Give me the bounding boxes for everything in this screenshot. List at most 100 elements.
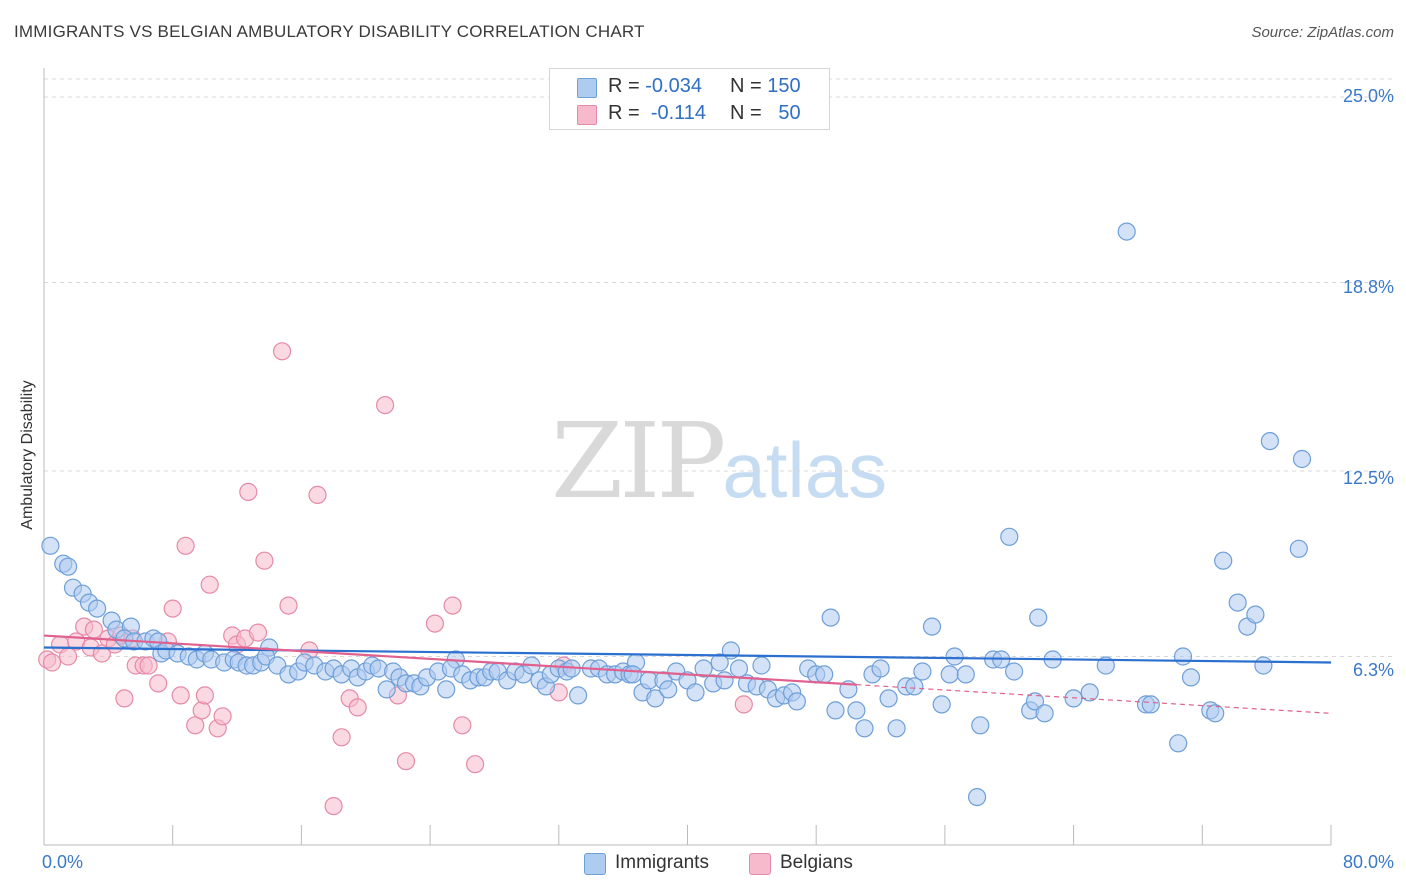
immigrants-point-120	[956, 665, 975, 684]
immigrants-point-125	[1000, 527, 1019, 546]
belgians-legend-swatch	[749, 853, 771, 875]
immigrants-point-128	[1025, 692, 1045, 711]
legend-r-immigrants: R = -0.034	[608, 75, 702, 97]
belgians-legend-label: Belgians	[780, 852, 853, 873]
belgians-point-23	[192, 701, 211, 720]
belgians-point-45	[425, 614, 444, 633]
immigrants-point-119	[945, 647, 964, 666]
belgians-point-12	[115, 689, 134, 708]
immigrants-point-137	[1141, 695, 1160, 714]
immigrants-point-6	[87, 599, 107, 618]
n-value-belgians: 50	[778, 102, 801, 124]
legend-n-belgians: N = 50	[730, 102, 801, 124]
immigrants-swatch	[577, 78, 597, 98]
belgians-point-33	[255, 551, 274, 570]
immigrants-point-132	[1064, 689, 1083, 708]
y-tick-label-18-8: 18.8%	[1342, 277, 1394, 297]
immigrants-point-90	[715, 671, 734, 690]
immigrants-point-126	[1004, 662, 1024, 681]
belgians-point-16	[139, 656, 158, 675]
legend-n-immigrants: N = 150	[730, 75, 801, 97]
immigrants-point-95	[752, 656, 771, 675]
immigrants-point-130	[1035, 704, 1054, 723]
immigrants-point-122	[967, 787, 987, 807]
belgians-trend-line	[43, 634, 857, 686]
belgians-point-3	[58, 647, 78, 666]
immigrants-point-149	[1292, 449, 1312, 469]
belgians-point-27	[213, 707, 232, 726]
immigrants-point-144	[1228, 593, 1247, 612]
immigrants-point-43	[377, 680, 396, 699]
chart-title: IMMIGRANTS VS BELGIAN AMBULATORY DISABIL…	[14, 22, 645, 41]
belgians-swatch	[577, 105, 597, 125]
immigrants-point-0	[41, 536, 60, 555]
x-tick-label-0: 0.0%	[42, 852, 84, 872]
immigrants-point-51	[437, 680, 456, 699]
immigrants-point-100	[787, 692, 807, 711]
belgians-point-47	[453, 716, 472, 735]
belgians-trend-line-extension	[856, 684, 1332, 714]
immigrants-point-116	[922, 617, 942, 636]
belgians-point-37	[308, 485, 327, 504]
immigrants-point-108	[855, 719, 874, 738]
belgians-point-41	[348, 698, 367, 717]
immigrants-point-117	[932, 695, 951, 714]
belgians-point-22	[186, 716, 205, 735]
immigrants-point-114	[905, 677, 924, 696]
immigrants-point-78	[623, 665, 642, 684]
immigrants-point-89	[710, 653, 729, 672]
belgians-point-39	[332, 728, 351, 747]
immigrants-point-118	[940, 665, 959, 684]
watermark: ZIPatlas	[551, 400, 887, 522]
immigrants-legend-label: Immigrants	[615, 852, 709, 873]
immigrants-point-104	[821, 608, 840, 627]
immigrants-point-103	[815, 665, 834, 684]
r-value-belgians: -0.114	[650, 102, 707, 124]
series-legend: Immigrants Belgians	[0, 850, 1406, 878]
immigrants-point-121	[971, 716, 990, 735]
immigrants-point-115	[913, 662, 932, 681]
immigrants-point-142	[1206, 704, 1225, 723]
immigrants-point-2	[58, 557, 78, 576]
y-tick-label-25: 25.0%	[1342, 86, 1394, 106]
belgians-point-31	[239, 482, 258, 501]
watermark-zip: ZIP	[551, 400, 726, 522]
immigrants-point-111	[879, 689, 898, 708]
immigrants-point-139	[1173, 647, 1193, 666]
belgians-point-42	[376, 396, 395, 415]
y-tick-label-12-5: 12.5%	[1342, 468, 1394, 488]
immigrants-point-83	[659, 680, 678, 699]
immigrants-point-135	[1117, 222, 1136, 241]
belgians-point-19	[163, 599, 182, 618]
y-tick-label-6-3: 6.3%	[1352, 660, 1394, 680]
belgians-point-25	[200, 575, 219, 594]
immigrants-point-147	[1254, 656, 1273, 675]
immigrants-point-140	[1181, 668, 1201, 687]
legend-r-belgians: R = -0.114	[608, 102, 707, 124]
belgians-point-21	[176, 536, 195, 555]
belgians-point-44	[396, 752, 416, 771]
immigrants-point-105	[826, 701, 845, 720]
watermark-atlas: atlas	[722, 426, 888, 514]
x-tick-label-80: 80.0%	[1342, 852, 1394, 872]
immigrants-point-150	[1289, 539, 1308, 558]
immigrants-point-107	[847, 701, 866, 720]
source-label: Source: ZipAtlas.com	[1251, 24, 1394, 41]
belgians-point-34	[273, 342, 292, 361]
immigrants-point-92	[729, 659, 749, 678]
immigrants-point-148	[1260, 432, 1280, 451]
immigrants-legend-swatch	[584, 853, 606, 875]
belgians-point-38	[324, 796, 343, 816]
immigrants-point-81	[646, 689, 665, 708]
immigrants-trend-line	[43, 646, 1332, 664]
correlation-legend: R = -0.034 N = 150 R = -0.114 N = 50	[549, 68, 830, 130]
belgians-point-51	[734, 695, 753, 714]
immigrants-point-133	[1080, 683, 1099, 702]
immigrants-point-138	[1169, 734, 1188, 753]
immigrants-point-143	[1214, 551, 1233, 570]
immigrants-point-87	[694, 659, 713, 678]
belgians-point-1	[42, 653, 62, 672]
n-value-immigrants: 150	[767, 75, 801, 97]
immigrants-point-129	[1029, 608, 1048, 627]
